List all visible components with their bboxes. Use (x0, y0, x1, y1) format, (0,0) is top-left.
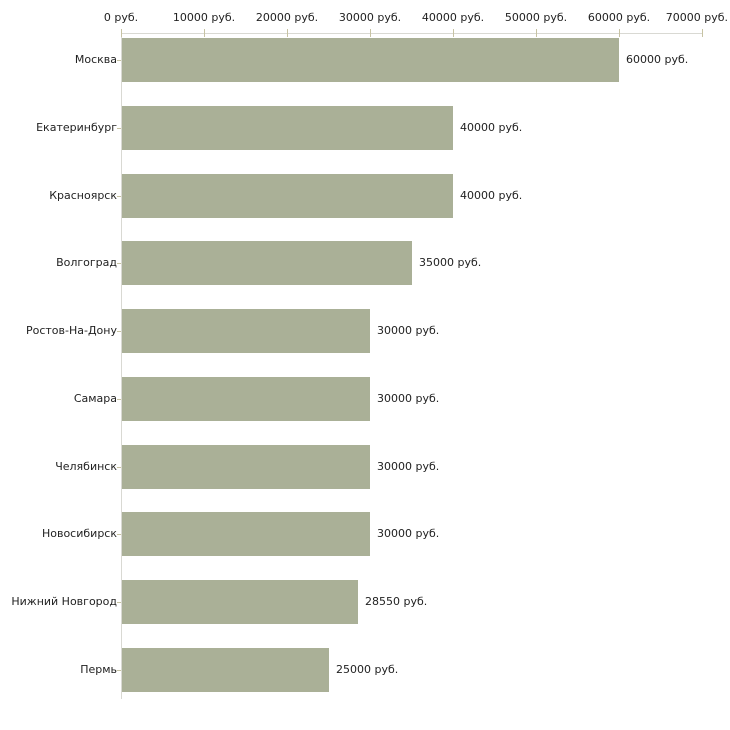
value-label: 28550 руб. (365, 595, 428, 608)
y-axis-tick (117, 399, 121, 400)
value-label: 60000 руб. (626, 53, 689, 66)
y-axis-tick (117, 467, 121, 468)
y-axis-tick (117, 331, 121, 332)
x-axis-tick (536, 29, 537, 37)
value-label: 40000 руб. (460, 121, 523, 134)
x-axis-tick-label: 30000 руб. (338, 11, 402, 24)
category-label: Екатеринбург (36, 121, 117, 134)
bar (122, 309, 370, 353)
value-label: 25000 руб. (336, 663, 399, 676)
y-axis-line (121, 33, 122, 699)
x-axis-tick (453, 29, 454, 37)
category-label: Волгоград (56, 256, 117, 269)
x-axis-tick-label: 50000 руб. (504, 11, 568, 24)
y-axis-tick (117, 60, 121, 61)
x-axis-tick (619, 29, 620, 37)
value-label: 30000 руб. (377, 324, 440, 337)
category-label: Пермь (80, 663, 117, 676)
y-axis-tick (117, 263, 121, 264)
y-axis-tick (117, 196, 121, 197)
x-axis-tick-label: 60000 руб. (587, 11, 651, 24)
bar (122, 445, 370, 489)
y-axis-tick (117, 670, 121, 671)
category-label: Ростов-На-Дону (25, 324, 117, 337)
category-label: Новосибирск (41, 527, 117, 540)
value-label: 35000 руб. (419, 256, 482, 269)
bar (122, 241, 412, 285)
bar (122, 377, 370, 421)
x-axis-tick-label: 40000 руб. (421, 11, 485, 24)
x-axis-tick (370, 29, 371, 37)
value-label: 40000 руб. (460, 189, 523, 202)
x-axis-tick-label: 10000 руб. (172, 11, 236, 24)
x-axis-line (121, 33, 703, 34)
category-label: Москва (74, 53, 117, 66)
bar (122, 512, 370, 556)
x-axis-tick (702, 29, 703, 37)
y-axis-tick (117, 128, 121, 129)
value-label: 30000 руб. (377, 460, 440, 473)
x-axis-tick-label: 70000 руб. (665, 11, 728, 24)
bar (122, 106, 453, 150)
value-label: 30000 руб. (377, 527, 440, 540)
x-axis-tick-label: 20000 руб. (255, 11, 319, 24)
bar (122, 174, 453, 218)
y-axis-tick (117, 602, 121, 603)
category-label: Нижний Новгород (11, 595, 117, 608)
bar (122, 648, 329, 692)
bar (122, 580, 358, 624)
value-label: 30000 руб. (377, 392, 440, 405)
category-label: Челябинск (55, 460, 117, 473)
x-axis-tick (287, 29, 288, 37)
x-axis-tick (204, 29, 205, 37)
category-label: Самара (73, 392, 117, 405)
x-axis-tick (121, 29, 122, 37)
category-label: Красноярск (49, 189, 117, 202)
x-axis-tick-label: 0 руб. (103, 11, 139, 24)
bar (122, 38, 619, 82)
y-axis-tick (117, 534, 121, 535)
